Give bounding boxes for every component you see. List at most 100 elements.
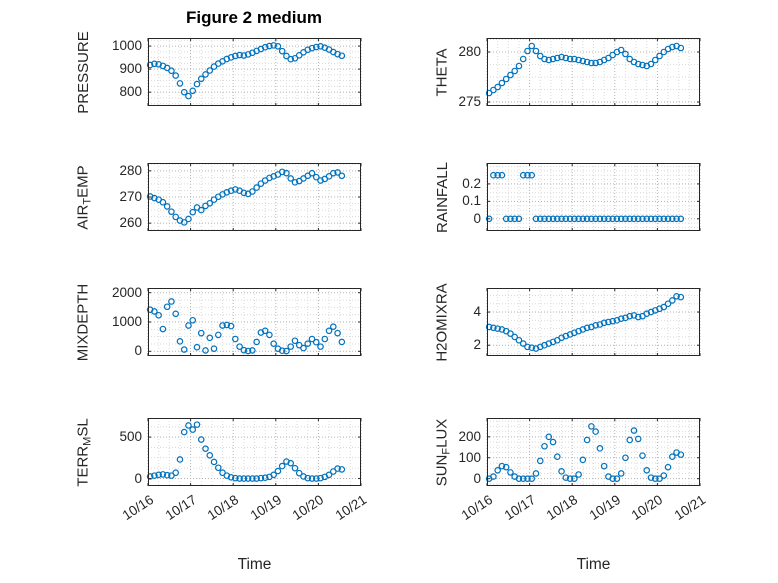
data-point xyxy=(515,336,523,344)
data-point xyxy=(197,436,205,443)
tick-marks xyxy=(486,163,701,231)
data-point xyxy=(317,177,324,184)
data-point xyxy=(159,471,167,478)
data-point xyxy=(622,215,629,223)
data-point xyxy=(159,325,167,333)
data-point xyxy=(558,468,565,475)
data-point xyxy=(536,457,544,465)
plot-area-airtemp xyxy=(146,163,362,231)
y-tick-label: 1000 xyxy=(111,314,142,329)
data-point xyxy=(240,52,248,59)
data-point xyxy=(626,312,634,320)
subplot-theta: THETA 275 280 xyxy=(434,38,701,109)
data-point xyxy=(330,169,337,177)
data-point xyxy=(528,344,536,352)
subplot-mixdepth: MIXDEPTH 0 1000 2000 xyxy=(75,283,362,361)
data-point xyxy=(536,215,544,223)
data-point xyxy=(498,171,506,179)
data-point xyxy=(630,215,638,223)
data-point xyxy=(494,83,501,91)
y-tick-label: 2 xyxy=(473,337,481,353)
y-tick-label: 0 xyxy=(473,210,481,226)
data-point xyxy=(498,79,506,87)
data-point xyxy=(291,54,299,62)
data-point xyxy=(338,52,346,60)
data-point xyxy=(677,215,685,223)
data-point xyxy=(626,436,634,444)
y-tick-label: 2000 xyxy=(111,284,142,300)
y-tick-label: 0 xyxy=(473,470,481,486)
data-point xyxy=(541,55,548,63)
data-point xyxy=(660,48,668,56)
axes-box xyxy=(487,38,700,106)
data-point xyxy=(583,215,591,223)
data-point xyxy=(519,171,527,179)
plot-area-mixdepth xyxy=(146,288,362,356)
data-point xyxy=(312,338,320,346)
scatter-series-terr_msl xyxy=(146,421,346,482)
tick-marks xyxy=(486,38,701,106)
data-point xyxy=(549,438,557,446)
data-point xyxy=(549,215,557,223)
data-point xyxy=(579,57,587,65)
data-point xyxy=(249,188,256,195)
data-point xyxy=(172,72,179,79)
data-point xyxy=(515,475,523,482)
axes-box xyxy=(148,38,361,106)
data-point xyxy=(639,452,646,459)
data-point xyxy=(304,474,312,482)
data-point xyxy=(185,322,192,329)
data-point xyxy=(592,428,599,435)
y-tick-label: 0 xyxy=(134,470,142,486)
data-point xyxy=(185,215,192,223)
data-point xyxy=(338,172,346,180)
data-point xyxy=(155,311,162,319)
plot-area-terr_msl xyxy=(146,418,362,486)
scatter-series-h2omixra xyxy=(485,292,685,352)
data-point xyxy=(151,308,158,315)
data-point xyxy=(159,198,167,206)
data-point xyxy=(575,56,582,64)
data-point xyxy=(300,344,307,352)
data-point xyxy=(308,335,316,343)
data-point xyxy=(185,92,192,100)
subplot-airtemp: AIRTEMP 260 270 280 xyxy=(75,163,362,231)
data-point xyxy=(502,463,510,471)
data-point xyxy=(308,169,316,177)
data-point xyxy=(626,55,634,63)
data-point xyxy=(312,475,320,482)
y-tick-label: 260 xyxy=(119,215,142,231)
data-point xyxy=(287,343,295,350)
y-tick-label: 0.1 xyxy=(462,193,481,209)
data-point xyxy=(553,215,561,223)
data-point xyxy=(485,89,493,97)
data-point xyxy=(193,421,201,428)
scatter-series-rainfall xyxy=(485,171,685,223)
data-point xyxy=(180,428,188,436)
data-point xyxy=(197,75,205,83)
data-point xyxy=(291,337,299,345)
data-point xyxy=(278,168,286,176)
xlabel-time-right: Time xyxy=(576,556,611,573)
data-point xyxy=(507,215,514,223)
data-point xyxy=(257,474,265,482)
data-point xyxy=(146,473,154,480)
data-point xyxy=(634,435,642,443)
data-point xyxy=(261,474,269,482)
data-point xyxy=(236,475,243,482)
data-point xyxy=(609,317,616,325)
data-point xyxy=(549,55,557,63)
data-point xyxy=(528,475,536,482)
data-point xyxy=(206,334,214,342)
data-point xyxy=(660,215,668,223)
data-point xyxy=(613,475,621,482)
data-point xyxy=(223,321,231,329)
data-point xyxy=(571,475,578,482)
plot-area-sun_flux xyxy=(485,418,701,486)
data-point xyxy=(502,215,510,223)
data-point xyxy=(232,52,239,60)
data-point xyxy=(283,347,290,355)
data-point xyxy=(325,173,333,180)
ylabel-text: AIR xyxy=(74,204,92,230)
